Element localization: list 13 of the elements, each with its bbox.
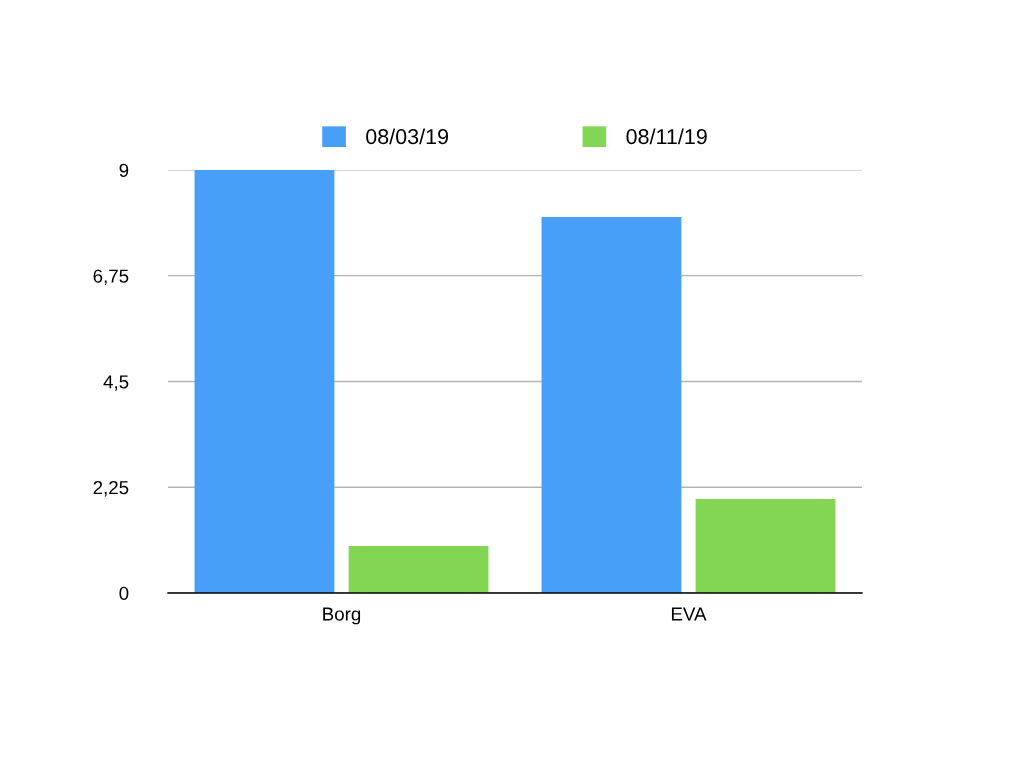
y-tick-label: 9 (119, 163, 129, 177)
x-tick-label: Borg (323, 607, 361, 625)
bar (695, 499, 836, 593)
bar (348, 546, 489, 593)
bar (194, 170, 335, 593)
y-tick-label: 2,25 (93, 480, 129, 497)
legend-label: 08/03/19 (366, 128, 449, 145)
y-tick-label: 4,5 (103, 375, 129, 391)
y-tick-label: 6,75 (93, 269, 129, 285)
bar (541, 217, 682, 593)
legend-label: 08/11/19 (626, 128, 707, 145)
y-tick-label: 0 (119, 586, 129, 600)
x-tick-label: EVA (671, 607, 707, 621)
